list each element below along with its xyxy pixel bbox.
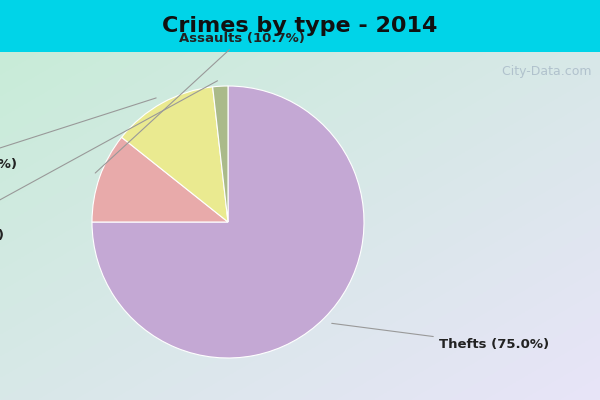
Text: Assaults (10.7%): Assaults (10.7%) xyxy=(95,32,305,173)
Text: Auto thefts (1.8%): Auto thefts (1.8%) xyxy=(0,81,217,242)
Wedge shape xyxy=(92,137,228,222)
Wedge shape xyxy=(212,86,228,222)
Wedge shape xyxy=(92,86,364,358)
Text: Crimes by type - 2014: Crimes by type - 2014 xyxy=(163,16,437,36)
Text: City-Data.com: City-Data.com xyxy=(498,66,592,78)
Text: Thefts (75.0%): Thefts (75.0%) xyxy=(332,323,549,351)
Text: Burglaries (12.5%): Burglaries (12.5%) xyxy=(0,98,156,171)
Wedge shape xyxy=(122,87,228,222)
